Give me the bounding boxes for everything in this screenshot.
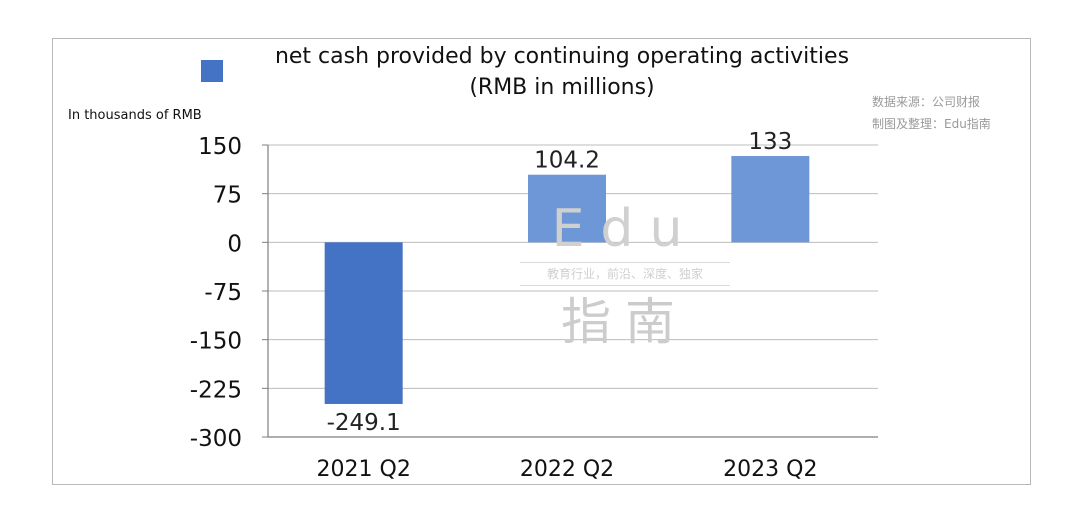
y-tick-label: 0 — [227, 231, 242, 257]
y-tick-label: -150 — [190, 329, 242, 355]
axes — [262, 144, 269, 438]
bar-2022-q2 — [528, 174, 606, 243]
labels: 150 75 0 -75 -150 -225 -300 -249.1 2021 Q2 104.2 2… — [190, 129, 818, 482]
data-label: -249.1 — [327, 410, 401, 436]
y-tick-label: -225 — [190, 377, 242, 403]
legend-label-line-1: net cash provided by continuing operatin… — [274, 44, 850, 69]
y-tick-label: -300 — [190, 426, 242, 452]
credit-note: 制图及整理：Edu指南 — [872, 117, 991, 131]
y-tick-label: 150 — [198, 134, 242, 160]
legend-label-line-2: (RMB in millions) — [469, 75, 655, 100]
data-label: 133 — [748, 129, 792, 155]
bar-2023-q2 — [731, 156, 810, 243]
bars — [324, 156, 810, 404]
x-tick-label: 2023 Q2 — [723, 457, 817, 482]
x-tick-label: 2021 Q2 — [317, 457, 411, 482]
y-axis-unit-label: In thousands of RMB — [68, 108, 202, 123]
x-tick-label: 2022 Q2 — [520, 457, 614, 482]
source-note: 数据来源：公司财报 — [872, 95, 981, 109]
y-tick-label: 75 — [213, 183, 242, 209]
bar-2021-q2 — [324, 242, 403, 404]
y-tick-label: -75 — [204, 280, 242, 306]
legend-swatch — [201, 60, 223, 82]
data-label: 104.2 — [534, 148, 600, 174]
chart-frame — [52, 38, 1031, 485]
